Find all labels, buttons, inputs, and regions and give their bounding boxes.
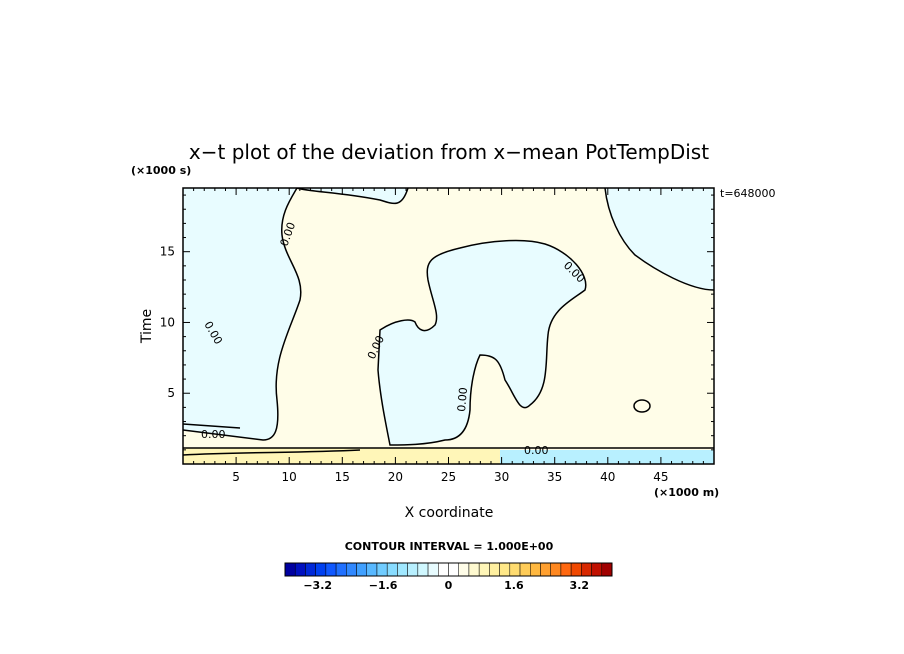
negative-region-right [605,188,714,290]
colorbar-tick-label: −1.6 [369,579,398,592]
axis-tick-labels: 5 10 15 20 25 30 35 40 45 5 10 15 [160,245,669,484]
colorbar-swatch [468,562,480,577]
plot-area: 0.00 0.00 0.00 0.00 0.00 0.00 0.00 [183,188,714,464]
x-tick-label: 45 [653,470,668,484]
x-tick-label: 40 [600,470,615,484]
y-axis-label: Time [139,309,155,344]
x-tick-label: 25 [441,470,456,484]
colorbar-swatch [366,562,378,577]
contour-label: 0.00 [201,428,226,441]
time-stamp: t=648000 [720,187,776,200]
colorbar-swatch [478,562,490,577]
colorbar-swatch [530,562,541,577]
colorbar-swatch [448,562,459,577]
x-tick-label: 30 [494,470,509,484]
colorbar-swatch [458,562,470,577]
chart-title: x−t plot of the deviation from x−mean Po… [189,140,709,164]
colorbar-swatch [591,562,603,577]
x-tick-label: 20 [388,470,403,484]
colorbar [284,562,613,577]
x-tick-label: 35 [547,470,562,484]
negative-region-left [183,188,301,440]
colorbar-tick-label: 3.2 [570,579,590,592]
colorbar-swatch [601,562,613,577]
colorbar-swatch [407,562,419,577]
colorbar-swatch [397,562,408,577]
colorbar-swatch [489,562,500,577]
colorbar-frame [284,562,613,577]
colorbar-tick-label: 1.6 [504,579,524,592]
contour-interval-label: CONTOUR INTERVAL = 1.000E+00 [345,540,554,553]
colorbar-swatch [335,562,347,577]
colorbar-swatch [570,562,582,577]
colorbar-swatch [427,562,439,577]
colorbar-swatch [305,562,316,577]
x-axis-label: X coordinate [405,505,494,521]
contour-label: 0.00 [524,444,549,457]
colorbar-swatch [356,562,367,577]
y-tick-label: 5 [167,386,175,400]
colorbar-swatch [346,562,357,577]
x-tick-label: 5 [232,470,240,484]
colorbar-swatch [560,562,572,577]
colorbar-swatch [284,562,296,577]
x-tick-label: 15 [335,470,350,484]
colorbar-swatch [315,562,327,577]
x-tick-label: 10 [282,470,297,484]
colorbar-swatch [294,562,306,577]
colorbar-swatch [509,562,521,577]
colorbar-swatch [540,562,551,577]
y-tick-label: 15 [160,245,175,259]
colorbar-swatch [499,562,511,577]
colorbar-tick-labels: −3.2 −1.6 0 1.6 3.2 [303,579,589,592]
colorbar-tick-label: 0 [445,579,453,592]
colorbar-swatch [376,562,388,577]
y-unit-label: (×1000 s) [131,164,191,177]
colorbar-swatch [386,562,398,577]
colorbar-swatch [325,562,337,577]
contour-label: 0.00 [455,387,470,413]
y-tick-label: 10 [160,315,175,329]
contour-lines [183,188,714,456]
colorbar-swatch [417,562,429,577]
colorbar-swatch [581,562,592,577]
negative-region-center [378,240,586,445]
colorbar-swatch [550,562,562,577]
colorbar-tick-label: −3.2 [303,579,332,592]
colorbar-swatch [438,562,449,577]
x-unit-label: (×1000 m) [654,486,719,499]
colorbar-swatch [519,562,531,577]
axis-ticks [183,188,714,464]
